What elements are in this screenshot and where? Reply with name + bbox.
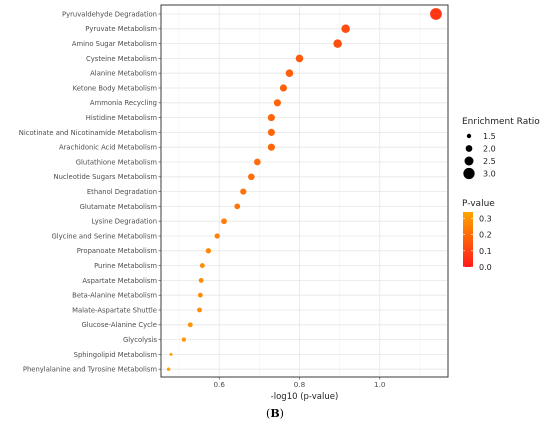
plot-panel [160,4,449,378]
data-point [181,337,187,342]
plot-border [160,4,449,378]
data-point [253,158,261,166]
data-point [247,173,255,181]
caption-open: ( [266,407,271,420]
data-point [341,24,350,34]
data-point [267,114,275,122]
y-tick-label: Glycine and Serine Metabolism [51,232,157,240]
data-point [430,8,442,20]
data-point [169,352,173,356]
data-point [205,248,212,254]
data-point [295,54,304,63]
enrichment-dot-plot: Pyruvaldehyde Degradation Pyruvate Metabo… [19,4,540,402]
color-legend-title: P-value [462,199,495,209]
color-legend-label: 0.1 [479,247,492,256]
size-legend-key [463,167,475,180]
data-point [234,203,241,210]
caption-letter: B [270,407,280,420]
y-tick-label: Glutamate Metabolism [80,203,158,211]
y-tick-label: Arachidonic Acid Metabolism [59,144,157,152]
data-point [221,218,227,225]
size-legend-label: 1.5 [483,132,496,141]
size-legend-label: 2.0 [483,145,496,154]
size-legend-title: Enrichment Ratio [462,117,540,127]
y-tick-label: Alanine Metabolism [90,70,157,78]
figure-caption: (B) [0,407,550,420]
data-point [279,84,287,92]
y-tick-label: Ammonia Recycling [90,99,157,107]
data-point [197,292,203,298]
y-tick-label: Glucose-Alanine Cycle [81,321,157,329]
size-legend-key [466,133,472,139]
caption-close: ) [279,407,284,420]
x-axis: 0.6 0.8 1.0 [213,377,386,389]
y-tick-label: Sphingolipid Metabolism [74,351,158,359]
x-tick-label: 0.6 [213,380,225,389]
plot-border-top [160,4,449,378]
y-tick-label: Amino Sugar Metabolism [72,40,158,48]
size-legend-key [464,156,474,166]
color-legend-label: 0.2 [479,231,492,240]
data-point [198,277,204,283]
data-point [240,188,247,195]
data-point [285,69,294,77]
y-tick-label: Glycolysis [123,336,157,344]
y-tick-label: Nicotinate and Nicotinamide Metabolism [19,129,158,137]
y-axis-labels: Pyruvaldehyde Degradation Pyruvate Metabo… [19,10,161,374]
y-tick-label: Purine Metabolism [94,262,157,270]
data-point [273,99,281,107]
data-point [166,367,171,371]
y-tick-label: Phenylalanine and Tyrosine Metabolism [23,366,157,374]
y-tick-label: Pyruvate Metabolism [85,25,157,33]
size-legend-label: 2.5 [483,157,496,166]
y-tick-label: Glutathione Metabolism [76,158,158,166]
y-tick-label: Ketone Body Metabolism [73,84,158,92]
y-tick-label: Nucleotide Sugars Metabolism [54,173,158,181]
data-point [199,263,205,269]
y-tick-label: Cysteine Metabolism [86,55,157,63]
y-tick-label: Histidine Metabolism [86,114,158,122]
y-tick-label: Lysine Degradation [92,218,157,226]
y-tick-label: Beta-Alanine Metabolism [72,292,157,300]
y-tick-label: Ethanol Degradation [87,188,157,196]
data-point [197,307,202,313]
size-legend-label: 3.0 [483,170,496,179]
data-point [187,322,193,328]
data-point [267,128,275,136]
data-point [333,39,342,48]
color-bar [463,212,473,267]
y-tick-label: Propanoate Metabolism [77,247,158,255]
x-tick-label: 1.0 [374,380,386,389]
color-legend: P-value 0.3 0.2 0.1 0.0 [462,199,495,272]
x-axis-title: -log10 (p-value) [271,392,339,402]
x-tick-label: 0.8 [294,380,306,389]
size-legend-key [465,145,473,152]
data-point [267,143,275,151]
color-legend-label: 0.0 [479,263,492,272]
size-legend: Enrichment Ratio 1.5 2.0 2.5 3.0 [462,117,540,180]
y-tick-label: Pyruvaldehyde Degradation [62,10,157,18]
color-legend-label: 0.3 [479,214,492,223]
y-tick-label: Malate-Aspartate Shuttle [72,306,157,314]
data-point [214,233,220,239]
y-tick-label: Aspartate Metabolism [82,277,157,285]
